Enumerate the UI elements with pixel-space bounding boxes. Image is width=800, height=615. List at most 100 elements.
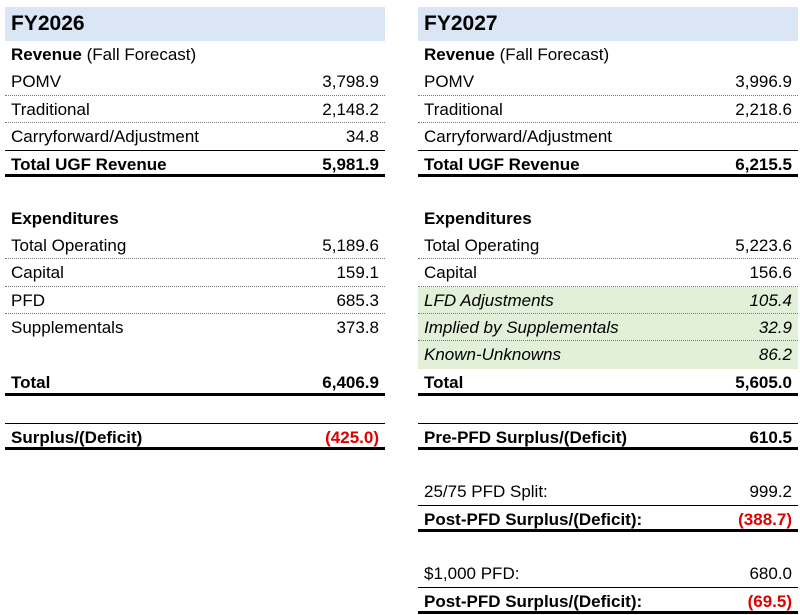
table-row: Known-Unknowns 86.2 <box>418 341 798 369</box>
row-label: 25/75 PFD Split: <box>424 478 548 505</box>
row-value: 105.4 <box>749 290 792 310</box>
fy2027-table: FY2027 Revenue (Fall Forecast) POMV 3,996.… <box>418 7 798 615</box>
table-row: 25/75 PFD Split: 999.2 <box>418 478 798 505</box>
table-row: Surplus/(Deficit) (425.0) <box>5 423 385 451</box>
row-label-text: Expenditures <box>11 208 119 228</box>
table-row: Capital 159.1 <box>5 259 385 287</box>
row-label-text: Capital <box>424 263 477 283</box>
row-label-text: Surplus/(Deficit) <box>11 428 143 448</box>
row-value: (69.5) <box>747 591 792 611</box>
row-value: 34.8 <box>345 126 379 146</box>
table-row: Carryforward/Adjustment 34.8 <box>5 123 385 150</box>
row-value: 999.2 <box>749 481 792 501</box>
row-label: Carryforward/Adjustment <box>424 123 612 150</box>
table-row: Traditional 2,148.2 <box>5 96 385 123</box>
row-label-text: Total UGF Revenue <box>11 155 167 175</box>
row-label-text: Carryforward/Adjustment <box>424 126 613 146</box>
row-label-text: Known-Unknowns <box>424 345 562 365</box>
row-value: 156.6 <box>749 263 792 283</box>
row-value: 6,215.5 <box>735 155 792 175</box>
table-row: Implied by Supplementals 32.9 <box>418 313 798 342</box>
row-label-text: Pre-PFD Surplus/(Deficit) <box>424 428 628 448</box>
row-value: 2,148.2 <box>322 99 379 119</box>
table-row: Capital 156.6 <box>418 259 798 287</box>
row-label-text: LFD Adjustments <box>424 290 554 310</box>
row-value: 2,218.6 <box>735 99 792 119</box>
row-label: Implied by Supplementals <box>424 314 619 340</box>
table-row <box>418 532 798 559</box>
table-row <box>418 450 798 477</box>
row-label-text: Total Operating <box>424 236 540 256</box>
row-label: POMV <box>11 68 61 94</box>
table-row: Revenue (Fall Forecast) <box>418 41 798 68</box>
row-value: 3,798.9 <box>322 72 379 92</box>
table-row: Expenditures <box>418 205 798 232</box>
row-value: 3,996.9 <box>735 72 792 92</box>
table-row <box>5 341 385 368</box>
row-value: 5,223.6 <box>735 236 792 256</box>
row-label-text: POMV <box>424 72 475 92</box>
row-value: 6,406.9 <box>322 372 379 392</box>
row-label: Traditional <box>11 96 90 122</box>
table-row <box>418 177 798 204</box>
row-label-text: Revenue <box>424 45 495 64</box>
row-value: 5,605.0 <box>735 372 792 392</box>
table-row <box>5 177 385 204</box>
row-value: 373.8 <box>336 317 379 337</box>
row-label-text: $1,000 PFD: <box>424 563 520 583</box>
table-row: POMV 3,798.9 <box>5 68 385 96</box>
table-row: PFD 685.3 <box>5 287 385 314</box>
row-label-text: Post-PFD Surplus/(Deficit): <box>424 510 643 530</box>
row-label-text: Revenue <box>11 45 82 64</box>
row-label-text: POMV <box>11 72 62 92</box>
row-value: 610.5 <box>749 428 792 448</box>
row-label-text: Supplementals <box>11 317 124 337</box>
table-row: Traditional 2,218.6 <box>418 96 798 123</box>
row-value: 685.3 <box>336 290 379 310</box>
row-label-text: Total Operating <box>11 236 127 256</box>
row-value: (388.7) <box>738 510 792 530</box>
table-row: Expenditures <box>5 205 385 232</box>
table-row: Post-PFD Surplus/(Deficit): (388.7) <box>418 505 798 533</box>
row-label: $1,000 PFD: <box>424 560 519 587</box>
fy2026-table: FY2026 Revenue (Fall Forecast) POMV 3,798.… <box>5 7 385 451</box>
table-row: Total UGF Revenue 6,215.5 <box>418 150 798 178</box>
row-value: 5,189.6 <box>322 236 379 256</box>
table-row: $1,000 PFD: 680.0 <box>418 560 798 587</box>
row-label-text: Traditional <box>424 99 503 119</box>
row-label: Total UGF Revenue <box>424 151 580 174</box>
row-label: Revenue (Fall Forecast) <box>424 41 609 68</box>
row-note: (Fall Forecast) <box>81 45 197 64</box>
row-label: Supplementals <box>11 314 123 341</box>
row-label: Total Operating <box>11 232 126 258</box>
row-value: 159.1 <box>336 263 379 283</box>
table-row: LFD Adjustments 105.4 <box>418 286 798 314</box>
row-value: 5,981.9 <box>322 155 379 175</box>
row-label-text: Total <box>424 372 464 392</box>
table-row: Total Operating 5,189.6 <box>5 232 385 260</box>
table-row: Total 5,605.0 <box>418 369 798 396</box>
row-label: Total UGF Revenue <box>11 151 167 174</box>
row-label: Post-PFD Surplus/(Deficit): <box>424 588 642 611</box>
row-label: Total <box>11 369 50 393</box>
row-label: Traditional <box>424 96 503 122</box>
row-label: POMV <box>424 68 474 94</box>
row-label: Pre-PFD Surplus/(Deficit) <box>424 424 627 447</box>
row-label-text: Total UGF Revenue <box>424 155 580 175</box>
table-row: Carryforward/Adjustment <box>418 123 798 150</box>
table-row: Total 6,406.9 <box>5 369 385 396</box>
table-row: Post-PFD Surplus/(Deficit): (69.5) <box>418 586 798 615</box>
row-label-text: 25/75 PFD Split: <box>424 481 548 501</box>
row-label: Expenditures <box>424 205 532 232</box>
table-row: POMV 3,996.9 <box>418 68 798 96</box>
row-value: (425.0) <box>325 428 379 448</box>
row-label: LFD Adjustments <box>424 287 554 313</box>
row-label: Total Operating <box>424 232 539 258</box>
row-label-text: Total <box>11 372 51 392</box>
table-row: Total UGF Revenue 5,981.9 <box>5 150 385 178</box>
fy2027-header: FY2027 <box>418 7 798 41</box>
table-row: Pre-PFD Surplus/(Deficit) 610.5 <box>418 423 798 451</box>
fy2026-header: FY2026 <box>5 7 385 41</box>
table-row: Supplementals 373.8 <box>5 314 385 341</box>
row-label: PFD <box>11 287 45 313</box>
